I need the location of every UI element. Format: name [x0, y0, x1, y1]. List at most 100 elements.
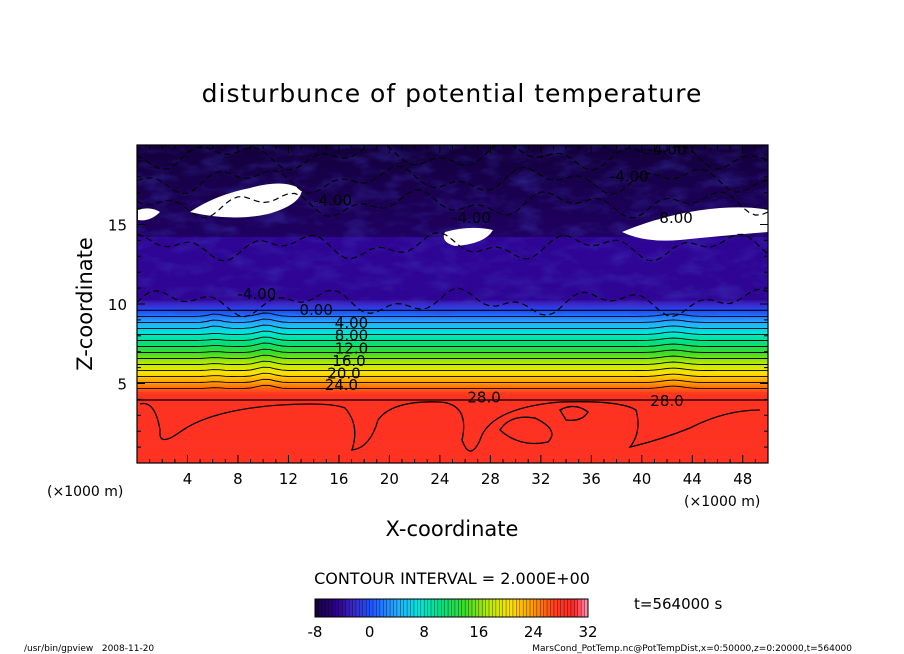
y-tick-label: 10 [108, 296, 127, 314]
colorbar-cell [410, 599, 415, 617]
color-band [137, 333, 768, 337]
colorbar-cell [468, 599, 473, 617]
colorbar-cell [352, 599, 357, 617]
colorbar-cell [373, 599, 377, 617]
colorbar-tick-label: 8 [419, 623, 429, 641]
contour-line-28 [499, 416, 553, 445]
colorbar-cell [567, 599, 572, 617]
color-band [137, 337, 768, 341]
x-tick-label: 16 [329, 470, 348, 488]
color-band [137, 439, 768, 442]
color-band [137, 417, 768, 420]
color-band [137, 343, 768, 347]
color-band [137, 383, 768, 387]
time-text: t=564000 s [634, 595, 722, 613]
contour-line [137, 330, 768, 335]
colorbar-cell [458, 599, 463, 617]
color-band [137, 359, 768, 363]
x-tick-label: 24 [430, 470, 449, 488]
color-band [137, 407, 768, 410]
color-band [137, 335, 768, 339]
color-band [137, 331, 768, 335]
colorbar-cell [338, 599, 343, 617]
color-band [137, 449, 768, 452]
colorbar-cell [564, 599, 568, 617]
colorbar-cell [543, 599, 548, 617]
colorbar-cell [434, 599, 439, 617]
color-band [137, 413, 768, 416]
contour-line [137, 312, 768, 317]
colorbar-cell [349, 599, 353, 617]
contour-line [137, 336, 768, 341]
contour-label: -4.00 [610, 168, 649, 186]
colorbar-tick-label: 32 [578, 623, 597, 641]
x-tick-label: 44 [683, 470, 702, 488]
missing-region [622, 207, 768, 241]
color-band [137, 429, 768, 432]
color-band [137, 451, 768, 454]
colorbar-tick-label: 16 [469, 623, 488, 641]
colorbar-cell [318, 599, 323, 617]
colorbar-cell [482, 599, 487, 617]
colorbar-cell [485, 599, 490, 617]
contour-label: 20.0 [327, 365, 360, 383]
color-band [137, 339, 768, 343]
contour-line-28 [139, 401, 761, 452]
colorbar-cell [417, 599, 422, 617]
colorbar-cell [362, 599, 367, 617]
colorbar-cell [413, 599, 418, 617]
contour-label: 4.00 [335, 314, 368, 332]
color-band [137, 419, 768, 422]
contour-line-negative [137, 287, 768, 318]
y-tick-label: 5 [117, 376, 127, 394]
colorbar-cell [526, 599, 531, 617]
colorbar-cell [506, 599, 510, 617]
colorbar-cell [478, 599, 483, 617]
colorbar-cell [454, 599, 459, 617]
contour-line-28 [559, 405, 589, 421]
color-band [137, 389, 768, 393]
colorbar-cell [560, 599, 565, 617]
x-tick-label: 4 [183, 470, 193, 488]
contour-line [137, 318, 768, 323]
color-band [137, 455, 768, 458]
colorbar-cell [427, 599, 432, 617]
x-unit-left: (×1000 m) [47, 484, 123, 500]
color-band [137, 321, 768, 325]
color-band [137, 445, 768, 448]
color-band [137, 405, 768, 408]
colorbar-cell [441, 599, 446, 617]
colorbar-cell [403, 599, 408, 617]
colorbar-cell [335, 599, 340, 617]
contour-line-negative [137, 165, 768, 195]
color-band [137, 411, 768, 414]
contour-line-negative [137, 145, 768, 171]
color-band [137, 393, 768, 397]
contour-label: 24.0 [325, 376, 358, 394]
missing-region [443, 227, 493, 246]
colorbar-cell [550, 599, 555, 617]
contour-line-negative [137, 231, 768, 262]
contour-label: 12.0 [335, 339, 368, 357]
color-band [137, 315, 768, 319]
colorbar-cell [386, 599, 391, 617]
color-band [137, 425, 768, 428]
colorbar-cell [444, 599, 449, 617]
color-band [137, 329, 768, 333]
contour-label: -4.00 [237, 285, 276, 303]
color-band [137, 361, 768, 365]
color-band [137, 319, 768, 323]
colorbar-cell [495, 599, 500, 617]
color-band [137, 415, 768, 418]
color-band [137, 351, 768, 355]
color-band [137, 447, 768, 450]
contour-line [137, 354, 768, 359]
contour-line-negative [137, 189, 768, 219]
contour-labels: -4.00 -4.00 -4.00 -4.00 -8.00 -4.00 0.004.008.… [237, 145, 692, 410]
colorbar-tick-label: 0 [365, 623, 375, 641]
colorbar-cell [369, 599, 374, 617]
y-tick-label: 15 [108, 217, 127, 235]
colorbar-cell [431, 599, 435, 617]
colorbar-cell [448, 599, 452, 617]
colorbar-cell [332, 599, 336, 617]
